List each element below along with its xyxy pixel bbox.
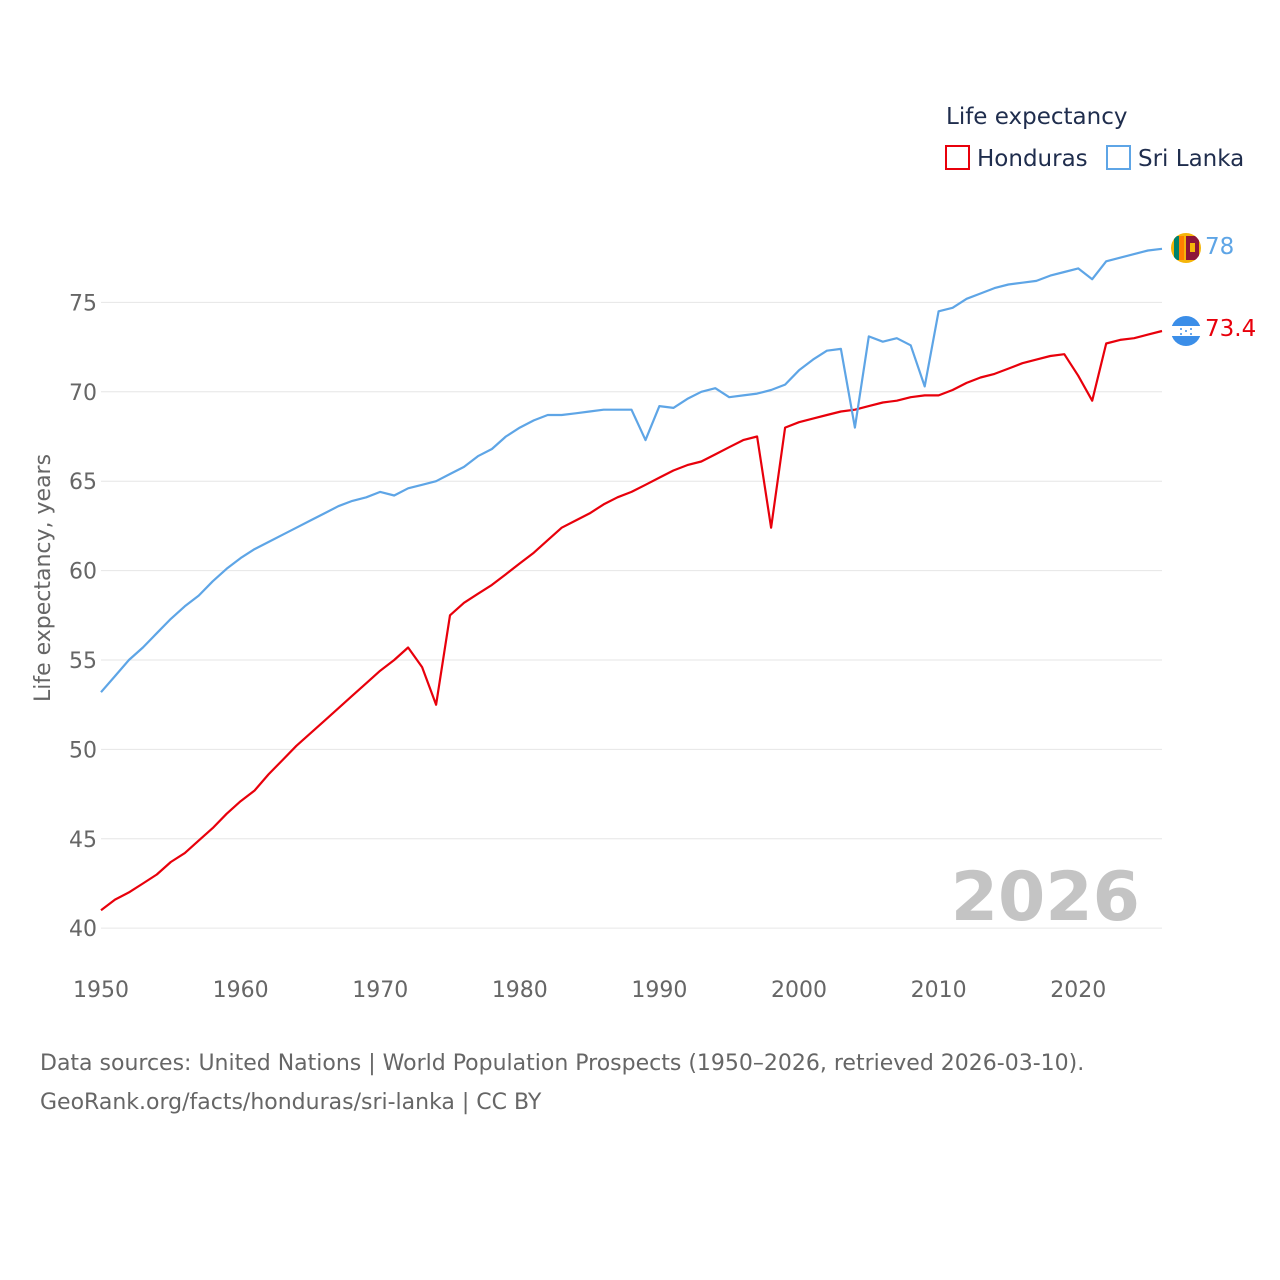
y-tick-65: 65 [69,470,97,495]
honduras-flag-icon [1171,316,1201,346]
end-label-sri-lanka: 78 [1205,234,1234,260]
end-label-honduras: 73.4 [1205,316,1256,342]
sri-lanka-flag-icon [1171,233,1201,263]
series-line-sri-lanka[interactable] [100,247,1163,693]
year-watermark: 2026 [951,858,1140,937]
data-sources-text: Data sources: United Nations | World Pop… [40,1051,1085,1076]
y-tick-55: 55 [69,649,97,674]
y-tick-40: 40 [69,917,97,942]
y-axis-ticks: 40 45 50 55 60 65 70 75 [69,291,97,942]
legend-swatch-sri-lanka [1106,145,1131,170]
source-note: Data sources: United Nations | World Pop… [40,1044,1260,1122]
y-tick-75: 75 [69,291,97,316]
y-tick-60: 60 [69,560,97,585]
x-tick-1950: 1950 [73,978,129,1003]
y-tick-45: 45 [69,828,97,853]
gridlines [101,301,1162,929]
x-tick-2000: 2000 [771,978,827,1003]
legend-swatch-honduras [945,145,970,170]
x-tick-2020: 2020 [1050,978,1106,1003]
series-lines [100,247,1163,912]
y-tick-70: 70 [69,381,97,406]
line-chart: 40 45 50 55 60 65 70 75 1950 1960 1970 1980 1990 200… [31,104,1256,1003]
x-axis-ticks: 1950 1960 1970 1980 1990 2000 2010 2020 [73,978,1106,1003]
legend-item-sri-lanka[interactable]: Sri Lanka [1106,145,1244,172]
x-tick-1990: 1990 [631,978,687,1003]
y-tick-50: 50 [69,738,97,763]
legend-item-honduras[interactable]: Honduras [945,145,1088,172]
series-line-honduras[interactable] [100,329,1163,912]
legend-title: Life expectancy [946,104,1127,130]
x-tick-1960: 1960 [213,978,269,1003]
y-axis-title: Life expectancy, years [31,454,56,702]
legend-label-honduras: Honduras [977,146,1088,172]
legend-label-sri-lanka: Sri Lanka [1138,146,1244,172]
x-tick-1980: 1980 [492,978,548,1003]
legend: Life expectancy Honduras Sri Lanka [945,104,1244,172]
x-tick-2010: 2010 [911,978,967,1003]
x-tick-1970: 1970 [352,978,408,1003]
attribution-link[interactable]: GeoRank.org/facts/honduras/sri-lanka | C… [40,1090,542,1115]
